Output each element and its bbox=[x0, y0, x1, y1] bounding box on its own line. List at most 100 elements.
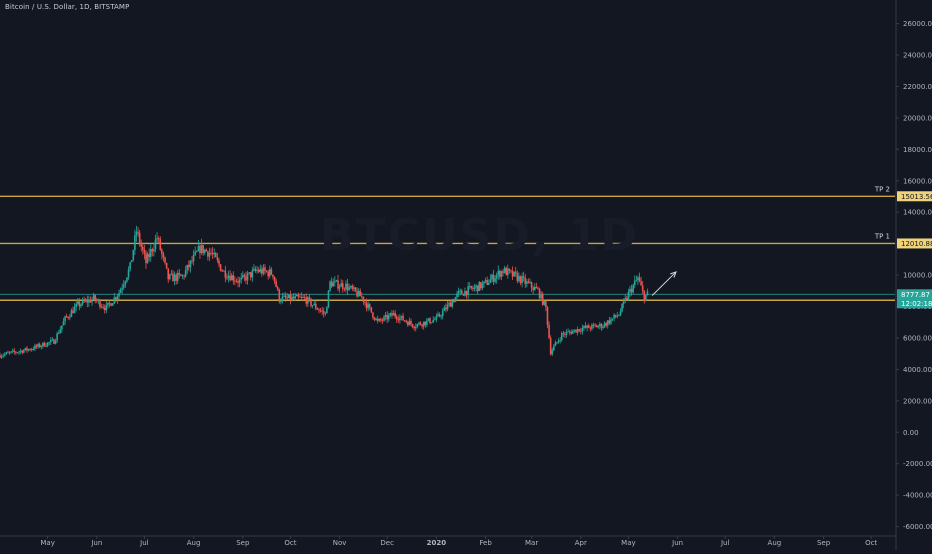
candle bbox=[559, 336, 561, 344]
candle bbox=[533, 283, 536, 291]
candle bbox=[83, 296, 85, 304]
candle-body bbox=[132, 250, 135, 261]
candle bbox=[389, 312, 392, 318]
candle bbox=[497, 265, 500, 280]
candle-body bbox=[589, 327, 592, 329]
candle bbox=[59, 326, 62, 334]
candle-body bbox=[594, 324, 596, 326]
candle bbox=[140, 239, 143, 252]
candle bbox=[134, 229, 136, 255]
candle bbox=[138, 229, 141, 247]
candle-body bbox=[122, 284, 125, 288]
candle bbox=[94, 294, 97, 304]
candle bbox=[195, 250, 198, 253]
candle bbox=[302, 294, 304, 299]
candle bbox=[294, 292, 296, 302]
candle-body bbox=[448, 302, 450, 305]
x-tick-label: May bbox=[621, 539, 635, 547]
candle bbox=[283, 292, 285, 298]
candle-body bbox=[311, 305, 314, 307]
candle bbox=[194, 246, 196, 257]
candle-body bbox=[299, 296, 301, 298]
x-tick-label: Nov bbox=[333, 539, 347, 547]
y-tick-label: 4000.00 bbox=[903, 366, 932, 374]
candle bbox=[608, 316, 611, 325]
candle-body bbox=[545, 301, 547, 308]
candle-body bbox=[0, 356, 3, 358]
candle bbox=[565, 329, 568, 338]
candle bbox=[207, 250, 209, 261]
candle bbox=[254, 266, 257, 273]
candle-body bbox=[505, 267, 508, 276]
candle-body bbox=[80, 304, 82, 307]
candle bbox=[337, 274, 339, 291]
candle-body bbox=[332, 282, 335, 287]
candle-body bbox=[329, 281, 331, 291]
candle bbox=[232, 271, 235, 285]
candle bbox=[86, 295, 89, 308]
candle-body bbox=[278, 289, 281, 302]
candle-body bbox=[208, 252, 211, 257]
candle-body bbox=[100, 306, 103, 308]
candle-body bbox=[327, 290, 330, 308]
candle-body bbox=[226, 277, 228, 279]
price-axis[interactable]: 26000.00 24000.00 22000.00 20000.00 18000.00… bbox=[895, 0, 932, 550]
candle-body bbox=[10, 351, 12, 353]
candle-body bbox=[541, 293, 544, 305]
candle bbox=[215, 251, 217, 258]
candle bbox=[10, 351, 12, 354]
candle-body bbox=[67, 316, 70, 318]
candle bbox=[489, 274, 492, 283]
candle bbox=[591, 323, 593, 331]
candle bbox=[234, 276, 236, 286]
candle bbox=[394, 309, 396, 319]
candle-body bbox=[297, 295, 300, 297]
candle-body bbox=[124, 281, 127, 285]
candle-body bbox=[454, 297, 457, 303]
candle bbox=[289, 290, 292, 305]
candle bbox=[611, 318, 614, 321]
candle bbox=[556, 341, 558, 345]
candle-body bbox=[205, 249, 208, 252]
candle bbox=[513, 271, 515, 278]
candle bbox=[110, 302, 112, 307]
candle-body bbox=[151, 249, 154, 252]
candle-body bbox=[581, 328, 584, 332]
candle bbox=[391, 309, 393, 319]
candle-body bbox=[562, 333, 565, 335]
candle-body bbox=[476, 285, 479, 292]
candle bbox=[205, 248, 208, 252]
candle bbox=[426, 317, 428, 328]
candle-body bbox=[408, 320, 411, 326]
candle bbox=[189, 260, 192, 273]
candle bbox=[26, 345, 28, 354]
candle-body bbox=[234, 280, 236, 282]
candle-body bbox=[473, 287, 476, 289]
candle-body bbox=[69, 316, 71, 318]
candle-body bbox=[111, 303, 114, 306]
candle bbox=[253, 264, 255, 272]
candle bbox=[265, 270, 268, 273]
candle-body bbox=[7, 352, 9, 354]
candle bbox=[480, 281, 482, 291]
candle-body bbox=[486, 280, 488, 285]
candle bbox=[545, 299, 547, 312]
candle bbox=[494, 275, 496, 284]
candle-body bbox=[416, 324, 419, 327]
candle-body bbox=[643, 290, 646, 301]
candle bbox=[376, 315, 379, 324]
candle bbox=[13, 347, 16, 355]
candle bbox=[70, 308, 73, 318]
candle-body bbox=[567, 331, 569, 333]
candle bbox=[445, 303, 447, 313]
trend-arrow-head bbox=[670, 271, 677, 278]
candle bbox=[281, 292, 284, 304]
level-name-label: TP 2 bbox=[874, 185, 890, 193]
candle bbox=[411, 323, 414, 329]
candle-body bbox=[340, 283, 342, 287]
time-axis[interactable]: May Jun Jul Aug Sep Oct Nov Dec 2020 Feb Mar Apr May… bbox=[0, 535, 896, 547]
candle bbox=[576, 326, 579, 336]
symbol-title[interactable]: Bitcoin / U.S. Dollar, 1D, BITSTAMP bbox=[5, 3, 130, 11]
